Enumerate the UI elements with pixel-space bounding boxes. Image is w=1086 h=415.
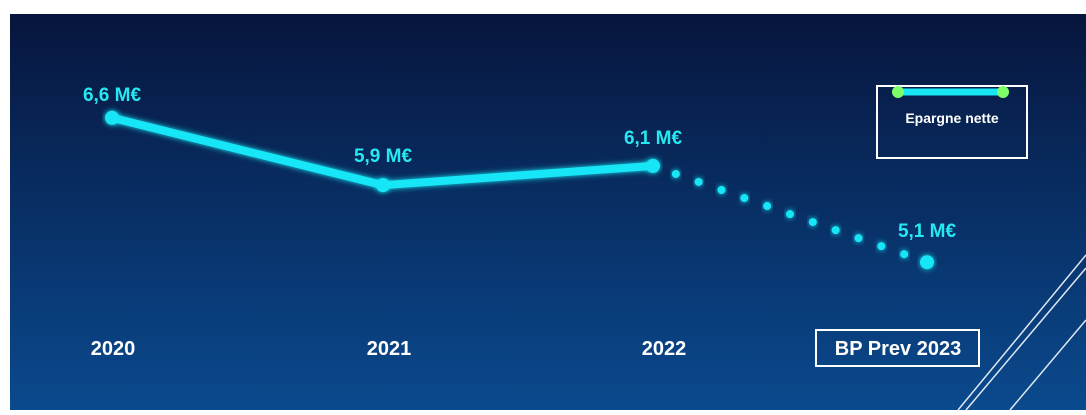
series-forecast-dot xyxy=(808,218,817,227)
series-forecast-dot xyxy=(671,169,680,178)
legend-marker-end xyxy=(997,86,1009,98)
series-epargne-nette xyxy=(105,110,934,270)
x-tick-label-2022: 2022 xyxy=(642,338,687,360)
legend: Epargne nette xyxy=(876,85,1028,159)
data-point-bp-prev-2023 xyxy=(920,255,934,270)
x-tick-label-2020: 2020 xyxy=(91,338,136,360)
series-forecast-dot xyxy=(877,242,886,251)
highlighted-category-box xyxy=(815,329,980,367)
series-forecast-dot xyxy=(740,194,749,203)
data-label-2021: 5,9 M€ xyxy=(354,146,413,167)
legend-marker-start xyxy=(892,86,904,98)
data-point-2022 xyxy=(646,158,660,173)
series-forecast-dot xyxy=(717,186,726,194)
data-label-2020: 6,6 M€ xyxy=(83,85,142,106)
series-forecast-dot xyxy=(786,210,794,219)
decorative-diagonal-lines xyxy=(957,254,1086,411)
legend-label: Epargne nette xyxy=(905,110,999,126)
x-tick-label-2021: 2021 xyxy=(367,338,412,360)
series-forecast-dot xyxy=(831,226,840,235)
data-label-2022: 6,1 M€ xyxy=(624,128,683,149)
series-forecast-dot xyxy=(694,177,703,186)
data-label-bp-prev-2023: 5,1 M€ xyxy=(898,221,957,242)
series-forecast-dot xyxy=(900,250,909,259)
series-forecast-dot xyxy=(763,202,772,211)
data-point-2020 xyxy=(105,110,119,125)
chart-background xyxy=(10,14,1086,410)
legend-box xyxy=(876,85,1028,159)
data-labels: 6,6 M€ 5,9 M€ 6,1 M€ 5,1 M€ xyxy=(83,85,957,242)
data-point-2021 xyxy=(376,178,390,193)
series-forecast-dot xyxy=(854,234,863,243)
x-axis-labels: 2020 2021 2022 BP Prev 2023 xyxy=(91,329,980,367)
x-tick-label-bp-prev-2023: BP Prev 2023 xyxy=(835,338,961,360)
